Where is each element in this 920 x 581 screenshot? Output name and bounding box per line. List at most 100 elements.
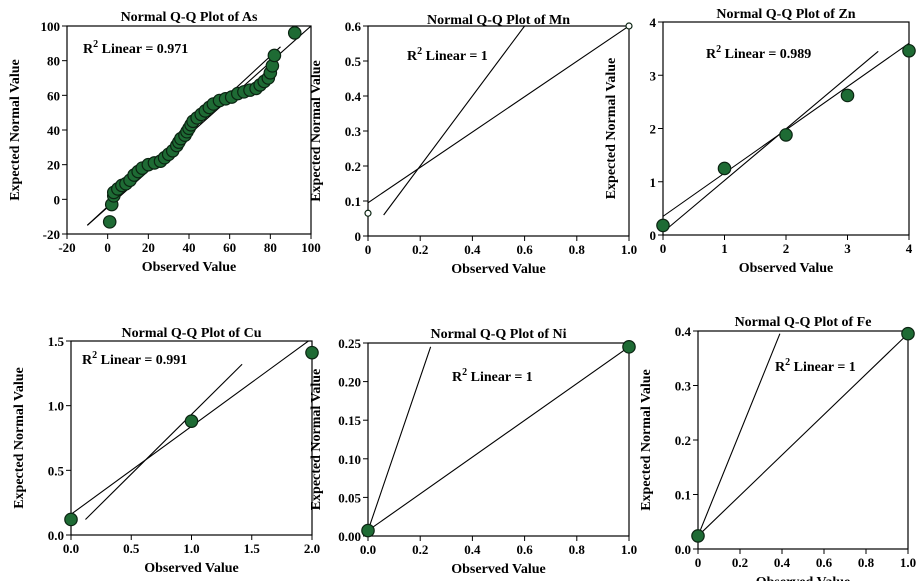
x-tick-label: 0.0 [360,542,376,557]
y-tick-label: 0.10 [338,452,361,467]
y-tick-label: 0.5 [48,463,65,478]
x-tick-label: 80 [264,240,277,255]
r2-annotation: R2 Linear = 0.971 [83,39,188,57]
data-point [691,529,705,543]
fit-line [698,333,781,537]
plot-frame [70,340,313,536]
x-tick-label: 0.8 [569,242,586,257]
x-tick-label: 0.2 [412,542,428,557]
chart-title: Normal Q-Q Plot of Zn [716,7,855,22]
r2-annotation: R2 Linear = 0.989 [706,44,811,62]
x-tick-label: 0.2 [412,242,428,257]
x-tick-label: 1.5 [244,541,261,556]
qq-plot-panel-3: Normal Q-Q Plot of Zn 0 1 2 3 4 0 1 2 3 4 Observed … [604,7,916,276]
r2-annotation: R2 Linear = 1 [452,367,533,385]
y-tick-label: 2 [650,122,657,137]
x-tick-label: 2.0 [304,541,320,556]
x-tick-label: 3 [844,241,851,256]
x-axis-label: Observed Value [739,261,834,276]
r2-annotation: R2 Linear = 1 [775,357,856,375]
x-tick-label: 20 [142,240,155,255]
y-tick-label: 100 [41,19,61,34]
x-tick-label: 1 [721,241,728,256]
data-point [625,22,633,30]
data-point [901,326,915,341]
fit-line [368,346,629,532]
fit-line [85,363,243,520]
x-axis-label: Observed Value [756,575,851,581]
x-tick-label: -20 [58,240,75,255]
x-tick-label: 1.0 [621,542,637,557]
data-point [779,128,793,142]
y-tick-label: 60 [47,88,60,103]
fit-line [368,346,432,531]
y-tick-label: 0 [650,228,657,243]
y-tick-label: 20 [47,158,60,173]
y-tick-label: 0.2 [345,159,361,174]
x-tick-label: 1.0 [900,555,916,570]
x-axis-label: Observed Value [144,561,239,576]
y-tick-label: 4 [650,15,657,30]
chart-title: Normal Q-Q Plot of Cu [122,326,262,341]
x-tick-label: 0.8 [569,542,586,557]
y-tick-label: 0.4 [345,89,362,104]
x-tick-label: 1.0 [621,242,637,257]
x-tick-label: 100 [301,240,321,255]
y-tick-label: 0.00 [338,529,361,544]
qq-plot-panel-5: Normal Q-Q Plot of Ni 0.0 0.2 0.4 0.6 0.8 1.0 0… [309,327,637,577]
x-tick-label: 0.6 [516,242,533,257]
x-tick-label: 1.0 [183,541,199,556]
y-axis-label: Expected Normal Value [309,60,324,202]
y-tick-label: 1 [650,175,657,190]
x-tick-label: 0 [365,242,372,257]
y-tick-label: 0.3 [345,124,362,139]
x-tick-label: 0 [695,555,702,570]
x-tick-label: 4 [906,241,913,256]
y-tick-label: 0.0 [675,542,691,557]
x-tick-label: 0.6 [816,555,833,570]
r2-annotation: R2 Linear = 0.991 [82,350,187,368]
y-tick-label: 0.1 [675,488,691,503]
x-tick-label: 0.0 [63,541,79,556]
data-point [656,218,670,233]
x-tick-label: 60 [223,240,236,255]
x-axis-label: Observed Value [451,262,546,277]
data-point [622,340,636,354]
y-tick-label: 0.4 [675,324,692,339]
y-tick-label: 1.0 [48,399,64,414]
y-tick-label: 1.5 [48,334,65,349]
chart-title: Normal Q-Q Plot of Ni [430,327,566,342]
y-axis-label: Expected Normal Value [8,59,23,201]
r2-annotation: R2 Linear = 1 [407,46,488,64]
y-tick-label: 0.15 [338,413,361,428]
data-point [64,512,78,527]
x-tick-label: 0.4 [774,555,791,570]
x-tick-label: 0.4 [464,542,481,557]
y-tick-label: 0 [355,229,362,244]
data-point [184,414,199,428]
x-tick-label: 0 [104,240,111,255]
y-tick-label: 0.5 [345,54,362,69]
reference-lines [368,346,629,532]
x-tick-label: 2 [783,241,790,256]
qq-plot-panel-6: Normal Q-Q Plot of Fe 0 0.2 0.4 0.6 0.8 1.0 0.0… [639,315,916,581]
y-tick-label: 0.05 [338,490,361,505]
y-axis-label: Expected Normal Value [604,58,619,200]
y-axis-label: Expected Normal Value [12,367,27,509]
data-point [287,26,302,40]
fit-line [668,50,879,228]
y-tick-label: -20 [43,227,60,242]
x-tick-label: 40 [183,240,196,255]
y-tick-label: 40 [47,123,60,138]
x-axis-label: Observed Value [451,562,546,577]
x-tick-label: 0.8 [858,555,875,570]
x-axis-label: Observed Value [142,260,237,275]
y-tick-label: 0.6 [345,19,362,34]
x-tick-label: 0.2 [732,555,748,570]
reference-lines [698,333,908,537]
y-tick-label: 0.25 [338,336,361,351]
x-tick-label: 0 [660,241,667,256]
data-point [840,88,855,103]
plot-frame [367,342,630,537]
data-point [902,43,916,58]
